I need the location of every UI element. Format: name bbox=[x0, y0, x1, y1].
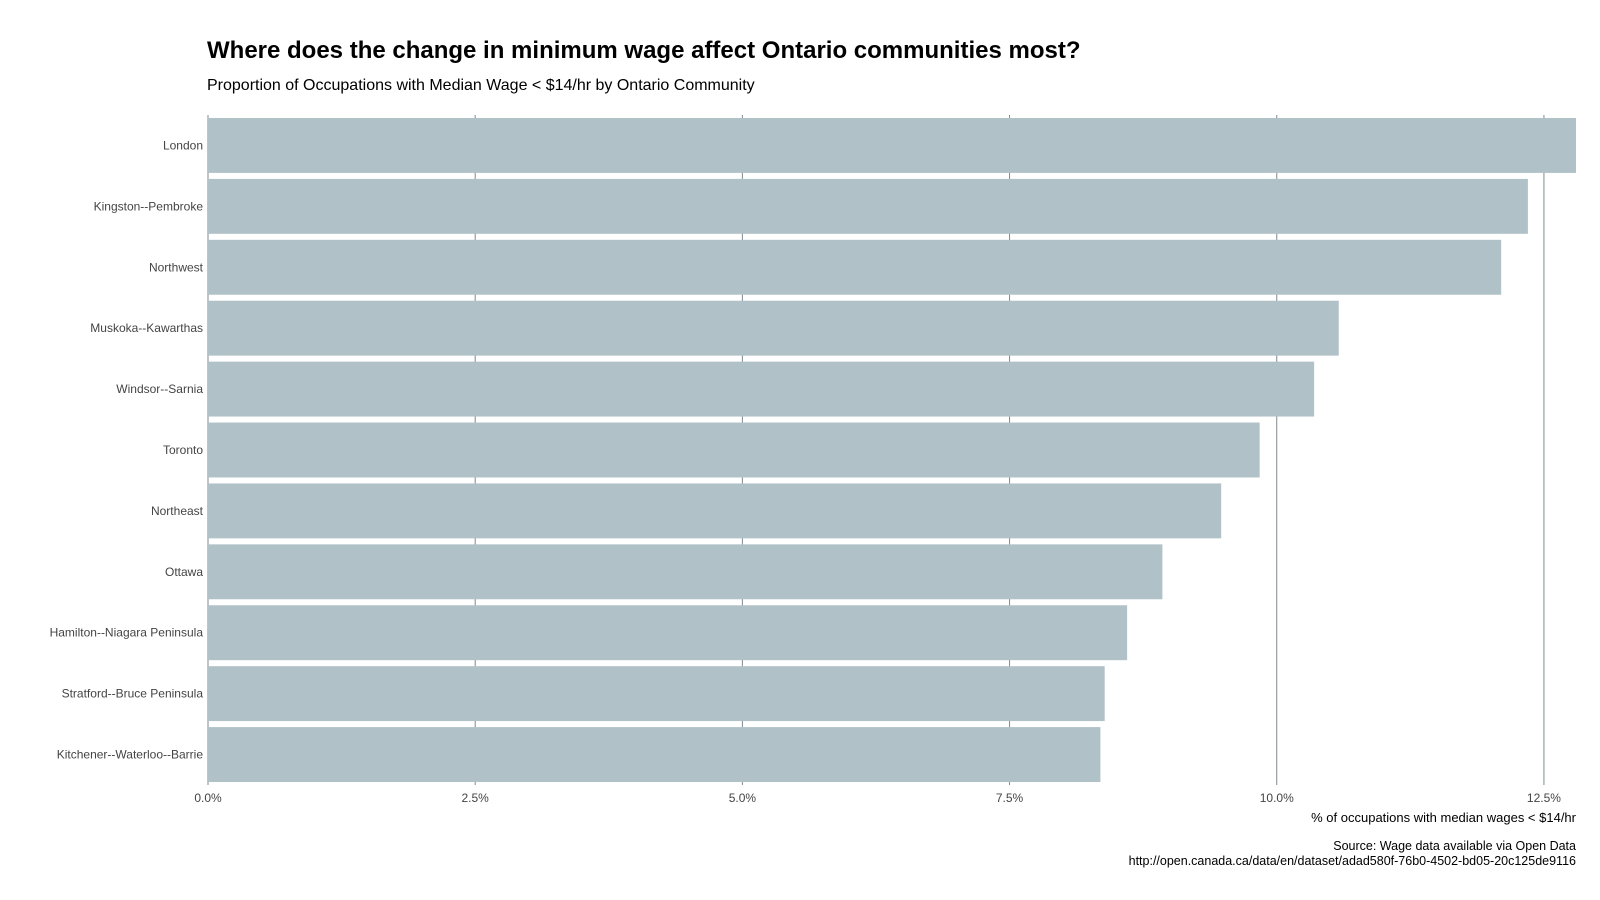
bars bbox=[208, 118, 1576, 782]
category-labels: London Kingston--Pembroke Northwest Muskoka… bbox=[50, 138, 204, 761]
bar bbox=[208, 118, 1576, 173]
category-label: Windsor--Sarnia bbox=[116, 382, 203, 396]
bar bbox=[208, 727, 1101, 782]
category-label: Hamilton--Niagara Peninsula bbox=[50, 626, 204, 640]
x-tick-labels: 0.0% 2.5% 5.0% 7.5% 10.0% 12.5% bbox=[194, 791, 1561, 805]
x-tick-label: 7.5% bbox=[996, 791, 1024, 805]
category-label: Muskoka--Kawarthas bbox=[90, 321, 203, 335]
category-label: Kingston--Pembroke bbox=[94, 199, 204, 213]
bar bbox=[208, 361, 1315, 417]
bar bbox=[208, 605, 1128, 661]
bar bbox=[208, 178, 1528, 234]
x-tick-label: 0.0% bbox=[194, 791, 222, 805]
category-label: Northeast bbox=[151, 504, 204, 518]
category-label: Stratford--Bruce Peninsula bbox=[62, 687, 204, 701]
x-tick-label: 12.5% bbox=[1527, 791, 1561, 805]
x-tick-label: 2.5% bbox=[462, 791, 490, 805]
bar bbox=[208, 666, 1105, 722]
category-label: Kitchener--Waterloo--Barrie bbox=[57, 748, 204, 762]
x-tick-label: 5.0% bbox=[729, 791, 757, 805]
x-tick-label: 10.0% bbox=[1260, 791, 1294, 805]
chart-subtitle: Proportion of Occupations with Median Wa… bbox=[207, 77, 755, 94]
category-label: London bbox=[163, 138, 203, 152]
category-label: Ottawa bbox=[165, 565, 203, 579]
bar bbox=[208, 483, 1222, 539]
source-caption: Source: Wage data available via Open Dat… bbox=[1333, 839, 1576, 853]
bar bbox=[208, 422, 1260, 478]
bar bbox=[208, 239, 1502, 295]
x-axis-title: % of occupations with median wages < $14… bbox=[1311, 810, 1577, 825]
category-label: Toronto bbox=[163, 443, 203, 457]
source-url-caption: http://open.canada.ca/data/en/dataset/ad… bbox=[1129, 854, 1576, 868]
bar bbox=[208, 300, 1339, 356]
chart-title: Where does the change in minimum wage af… bbox=[207, 37, 1081, 64]
bar bbox=[208, 544, 1163, 600]
category-label: Northwest bbox=[149, 260, 204, 274]
